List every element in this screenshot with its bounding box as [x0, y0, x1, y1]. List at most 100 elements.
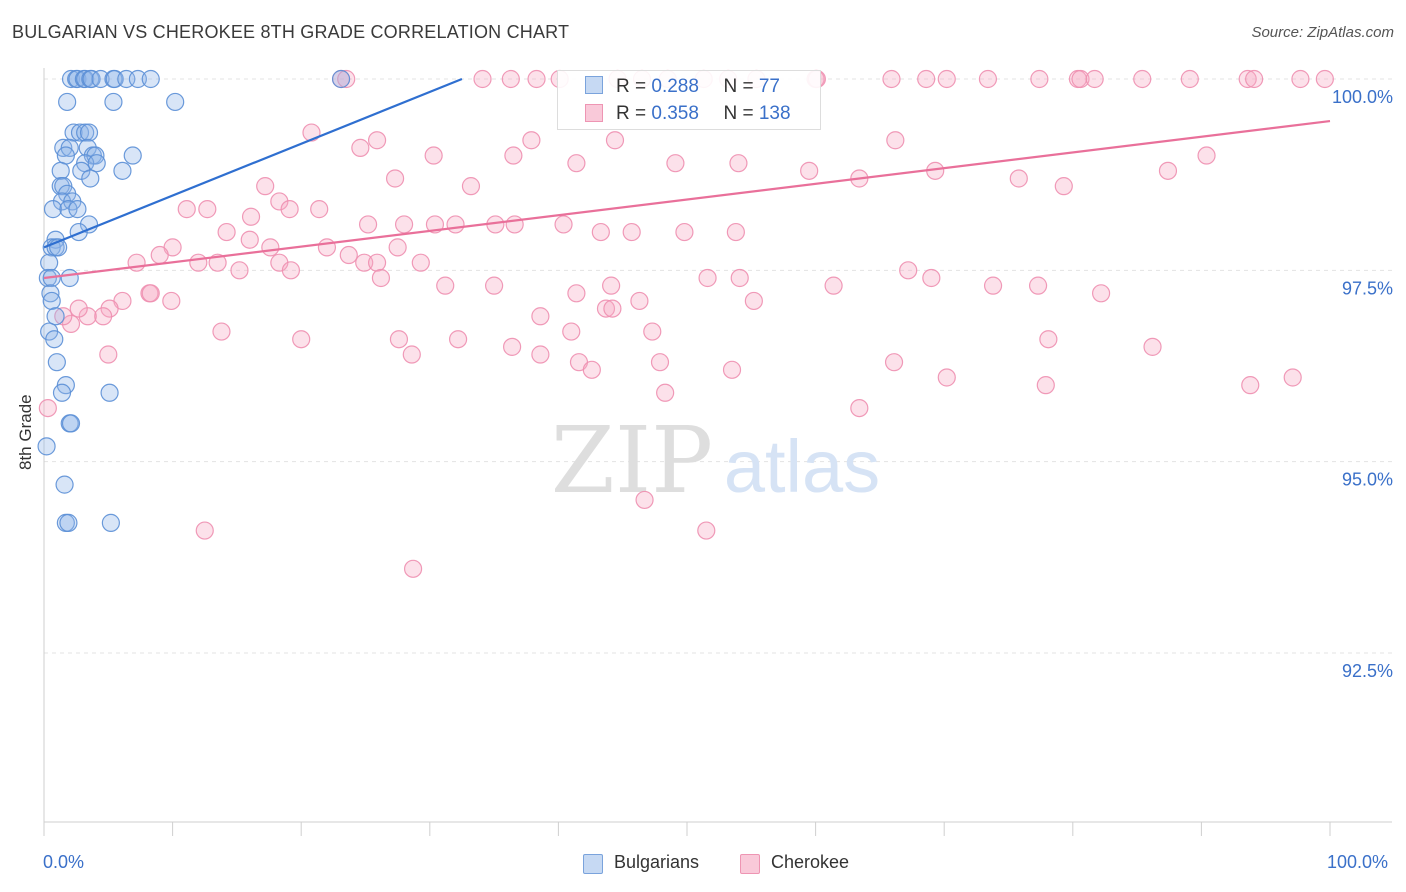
data-point [522, 131, 541, 150]
data-point [501, 69, 520, 89]
data-point [100, 383, 119, 402]
data-point [882, 69, 901, 89]
data-point [562, 322, 581, 341]
data-point [94, 307, 113, 326]
data-point [1036, 376, 1055, 395]
data-point [56, 146, 75, 165]
data-point [1133, 69, 1152, 89]
legend-swatch-bulgarians [585, 76, 603, 94]
data-point [61, 69, 81, 89]
data-point [41, 284, 60, 303]
data-point [68, 200, 87, 219]
data-point [602, 276, 621, 295]
data-point [281, 261, 301, 280]
data-point [37, 437, 56, 456]
data-point [60, 268, 79, 288]
data-point [656, 383, 675, 402]
data-point [317, 238, 337, 257]
data-point [230, 261, 249, 280]
bulgarians-swatch [583, 854, 603, 874]
data-point [331, 69, 351, 89]
data-point [1180, 69, 1199, 89]
data-point [800, 161, 819, 180]
data-point [337, 69, 356, 89]
data-point [355, 253, 374, 272]
watermark-atlas: atlas [724, 425, 880, 508]
data-point [591, 222, 610, 242]
y-axis-label: 8th Grade [16, 394, 35, 470]
data-point [622, 222, 641, 242]
data-point [280, 200, 299, 219]
data-point [1071, 69, 1090, 89]
data-point [52, 383, 72, 402]
data-point [1143, 337, 1162, 356]
data-point [531, 345, 550, 364]
data-point [68, 69, 87, 89]
data-point [1238, 69, 1257, 89]
bulgarians-label: Bulgarians [614, 852, 700, 872]
data-point [937, 368, 956, 387]
data-point [650, 353, 670, 372]
data-point [1158, 161, 1178, 180]
cherokee-swatch [740, 854, 760, 874]
data-point [1039, 330, 1058, 349]
data-point [605, 131, 625, 150]
data-point [446, 215, 465, 234]
data-point [531, 307, 550, 326]
data-point [367, 131, 387, 150]
data-point [1291, 69, 1310, 89]
data-point [886, 131, 905, 150]
data-point [69, 299, 88, 318]
x-tick-label-100: 100.0% [1327, 852, 1389, 872]
data-point [937, 69, 956, 89]
data-point [922, 268, 941, 288]
data-point [150, 245, 169, 265]
data-point [729, 154, 748, 173]
data-point [425, 215, 445, 234]
y-tick-label: 100.0% [1332, 87, 1393, 107]
data-point [99, 345, 118, 364]
data-point [582, 360, 601, 379]
data-point [40, 253, 59, 272]
data-point [1009, 169, 1028, 188]
bulgarians-trend-line [43, 77, 463, 249]
data-point [195, 521, 214, 540]
data-point [47, 353, 66, 372]
data-point [51, 161, 70, 180]
data-point [388, 238, 407, 257]
data-point [567, 284, 586, 303]
data-point [503, 337, 522, 356]
data-point [79, 123, 99, 142]
data-point [635, 490, 654, 510]
data-point [86, 146, 105, 165]
data-point [241, 207, 261, 226]
data-point [505, 215, 524, 234]
legend-swatch-cherokee [585, 104, 603, 122]
data-point [81, 169, 100, 188]
chart-title: BULGARIAN VS CHEROKEE 8TH GRADE CORRELAT… [12, 22, 570, 42]
data-point [45, 330, 64, 349]
legend-row-cherokee: R = 0.358 N = 138 [616, 103, 791, 124]
data-point [59, 513, 78, 532]
data-point [697, 521, 716, 540]
data-point [1030, 69, 1049, 89]
data-point [54, 307, 73, 326]
data-point [726, 222, 745, 242]
data-point [55, 475, 74, 494]
data-point [367, 253, 387, 272]
data-point [1245, 69, 1264, 89]
data-point [436, 276, 455, 295]
data-point [461, 177, 481, 196]
data-point [127, 253, 146, 272]
data-point [630, 291, 649, 311]
data-point [256, 177, 275, 196]
data-point [1054, 177, 1073, 196]
data-point [76, 123, 95, 142]
data-point [270, 192, 289, 211]
data-point [43, 200, 63, 219]
data-point [722, 360, 742, 379]
data-point [527, 69, 546, 89]
data-point [217, 222, 236, 242]
data-point [983, 276, 1003, 295]
